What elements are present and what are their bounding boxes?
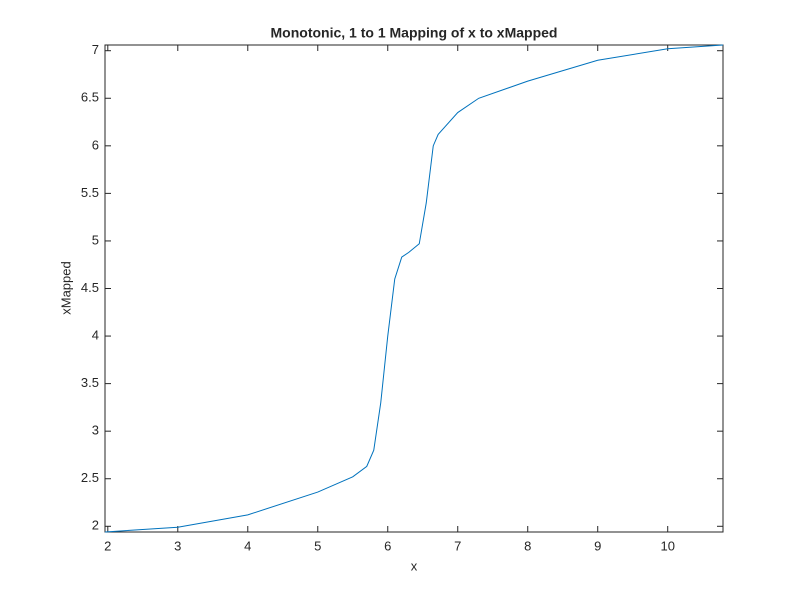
y-tick-label: 6 <box>92 137 99 152</box>
y-tick-label: 6.5 <box>81 90 99 105</box>
x-tick-label: 10 <box>660 538 674 553</box>
y-tick-label: 3.5 <box>81 375 99 390</box>
x-tick-label: 3 <box>174 538 181 553</box>
y-tick-label: 5 <box>92 232 99 247</box>
y-tick-label: 2.5 <box>81 470 99 485</box>
plot-area <box>104 44 724 533</box>
data-line <box>104 44 724 533</box>
y-axis-label: xMapped <box>58 261 73 314</box>
x-tick-label: 9 <box>594 538 601 553</box>
x-tick-label: 4 <box>244 538 251 553</box>
x-tick-label: 5 <box>314 538 321 553</box>
y-tick-label: 2 <box>92 518 99 533</box>
chart-title: Monotonic, 1 to 1 Mapping of x to xMappe… <box>271 25 558 41</box>
y-tick-label: 5.5 <box>81 185 99 200</box>
y-tick-label: 4.5 <box>81 280 99 295</box>
x-tick-label: 7 <box>454 538 461 553</box>
x-tick-label: 8 <box>524 538 531 553</box>
y-tick-label: 4 <box>92 327 99 342</box>
x-axis-label: x <box>411 558 418 573</box>
x-tick-label: 2 <box>104 538 111 553</box>
y-tick-label: 7 <box>92 42 99 57</box>
x-tick-label: 6 <box>384 538 391 553</box>
y-tick-label: 3 <box>92 423 99 438</box>
